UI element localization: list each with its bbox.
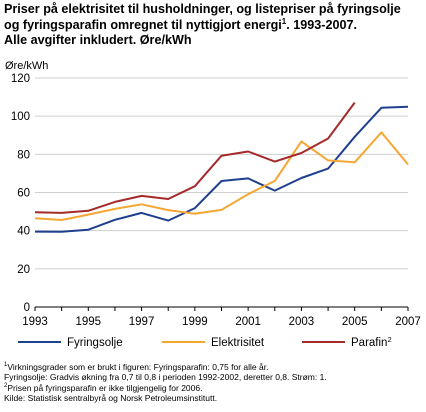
legend-label-parafin: Parafin2 — [351, 335, 392, 349]
source-note: Kilde: Statistisk sentralbyrå og Norsk P… — [4, 393, 218, 404]
series-lines — [34, 102, 409, 233]
x-tick-label-1993: 1993 — [22, 316, 48, 328]
x-tick-label-2005: 2005 — [342, 316, 368, 328]
x-tick-label-2003: 2003 — [289, 316, 315, 328]
y-tick-label-0: 0 — [24, 302, 30, 314]
footnote-2: 2Prisen på fyringsparafin er ikke tilgje… — [4, 383, 424, 393]
legend-footnote-marker: 2 — [387, 335, 391, 344]
title-line-1: Priser på elektrisitet til husholdninger… — [4, 2, 401, 16]
x-tick-label-2007: 2007 — [395, 316, 421, 328]
series-line-elektrisitet — [34, 131, 409, 221]
series-line-parafin — [34, 102, 356, 214]
y-tick-label-20: 20 — [17, 264, 30, 276]
title-line-3: Alle avgifter inkludert. Øre/kWh — [4, 33, 192, 47]
footnotes: 1Virkningsgrader som er brukt i figuren:… — [4, 362, 424, 404]
x-tick-label-2001: 2001 — [235, 316, 261, 328]
x-axis — [34, 306, 409, 311]
title-line-2-text: og fyringsparafin omregnet til nyttigjor… — [4, 17, 282, 32]
x-tick-labels: 1993 1995 1997 1999 2001 2003 2005 2007 — [22, 316, 421, 328]
legend-label-elektrisitet: Elektrisitet — [211, 337, 265, 349]
series-line-fyringsolje — [34, 105, 409, 233]
legend: Fyringsolje Elektrisitet Parafin2 — [18, 335, 392, 349]
footnote-2-text: Prisen på fyringsparafin er ikke tilgjen… — [7, 382, 203, 393]
title-line-2-end: . 1993-2007. — [286, 17, 357, 32]
title-line-2: og fyringsparafin omregnet til nyttigjor… — [4, 16, 422, 34]
y-axis-unit-label: Øre/kWh — [5, 60, 48, 72]
y-tick-labels: 0 20 40 60 80 100 120 — [11, 73, 30, 314]
x-tick-label-1999: 1999 — [182, 316, 208, 328]
y-tick-label-40: 40 — [17, 226, 30, 238]
x-tick-label-1995: 1995 — [75, 316, 101, 328]
line-chart: Øre/kWh 0 20 40 60 80 100 120 1993 1995 1997 1999… — [5, 60, 421, 349]
chart-title: Priser på elektrisitet til husholdninger… — [4, 2, 422, 49]
footnote-1-marker: 1 — [4, 362, 8, 369]
y-tick-label-60: 60 — [17, 188, 30, 200]
footnote-1-text: Virkningsgrader som er brukt i figuren: … — [7, 362, 269, 372]
legend-label-fyringsolje: Fyringsolje — [67, 337, 123, 349]
footnote-2-marker: 2 — [4, 382, 8, 389]
x-tick-label-1997: 1997 — [129, 316, 155, 328]
y-tick-label-80: 80 — [17, 149, 30, 161]
footnote-1: 1Virkningsgrader som er brukt i figuren:… — [4, 362, 424, 372]
y-tick-label-100: 100 — [11, 111, 30, 123]
title-footnote-marker: 1 — [281, 16, 287, 26]
footnote-1-continuation: Fyringsolje: Gradvis økning fra 0,7 til … — [4, 372, 327, 383]
y-tick-label-120: 120 — [11, 73, 30, 85]
